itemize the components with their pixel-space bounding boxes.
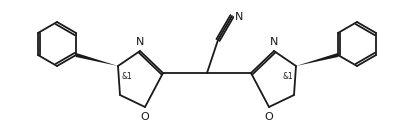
Text: O: O: [141, 112, 149, 122]
Text: &1: &1: [282, 72, 293, 80]
Text: N: N: [136, 37, 144, 47]
Polygon shape: [296, 53, 339, 66]
Text: N: N: [270, 37, 278, 47]
Text: N: N: [235, 12, 243, 22]
Polygon shape: [76, 53, 118, 66]
Text: &1: &1: [121, 72, 132, 80]
Text: O: O: [265, 112, 273, 122]
